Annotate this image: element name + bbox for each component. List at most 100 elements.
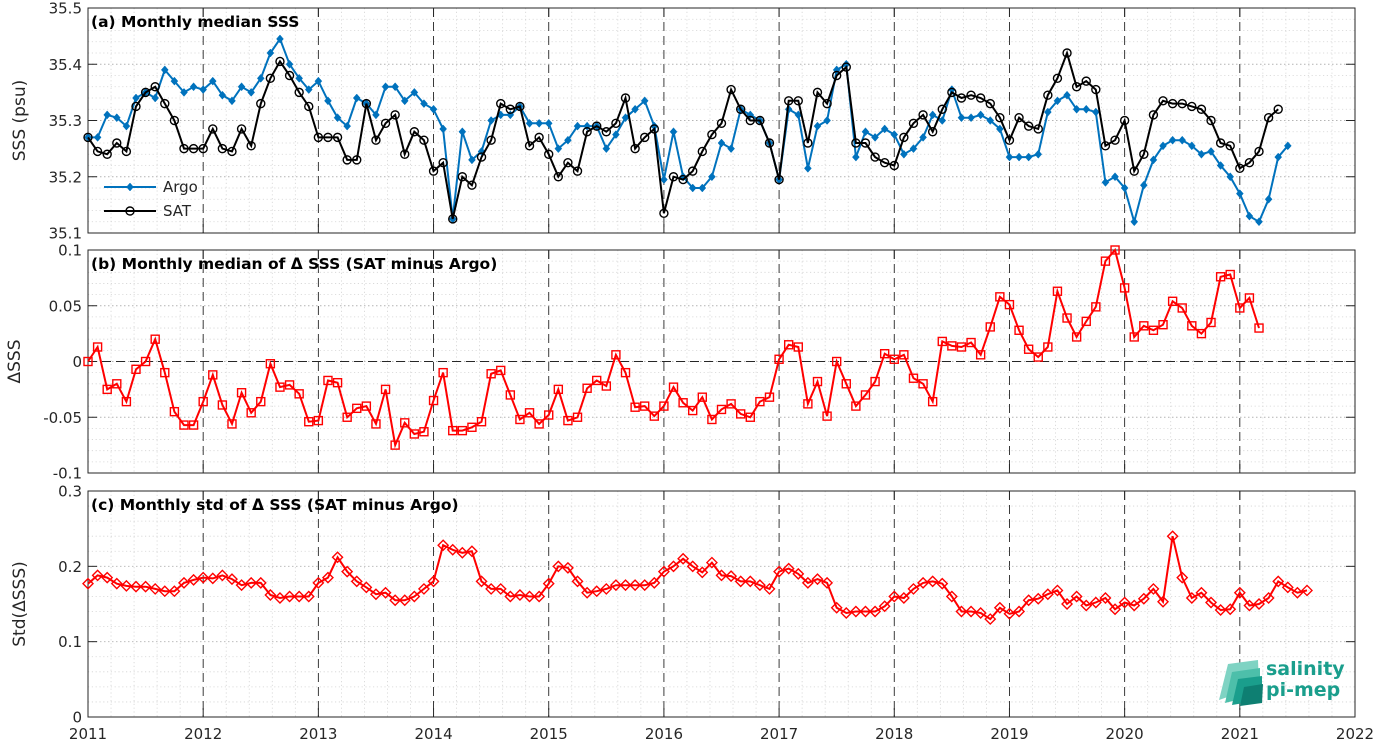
- data-point: [926, 575, 939, 588]
- data-point: [668, 172, 679, 182]
- data-point: [966, 90, 976, 100]
- data-point: [468, 155, 476, 165]
- data-point: [533, 590, 546, 603]
- data-point: [955, 605, 968, 618]
- data-point: [381, 82, 390, 92]
- legend-label: Argo: [163, 178, 198, 196]
- data-point: [927, 127, 938, 137]
- data-point: [803, 399, 813, 409]
- data-point: [821, 576, 834, 589]
- data-point: [1091, 302, 1101, 312]
- data-point: [995, 292, 1005, 302]
- data-point: [150, 334, 160, 344]
- data-point: [947, 341, 957, 351]
- data-point: [1215, 138, 1226, 148]
- data-point: [256, 98, 266, 109]
- y-tick-label: 35.1: [49, 225, 82, 243]
- data-point: [332, 132, 343, 143]
- data-point: [1244, 157, 1255, 168]
- data-point: [823, 116, 831, 125]
- data-point: [1081, 316, 1091, 327]
- data-point: [908, 373, 919, 383]
- data-point: [409, 127, 420, 137]
- data-point: [975, 350, 986, 360]
- data-point: [669, 127, 678, 137]
- data-point: [208, 124, 218, 134]
- data-point: [535, 118, 543, 128]
- data-point: [333, 113, 342, 123]
- data-point: [1100, 141, 1111, 151]
- data-point: [361, 98, 372, 109]
- data-point: [1255, 217, 1263, 227]
- x-tick-label: 2019: [990, 725, 1028, 743]
- legend: Argo SAT: [104, 178, 198, 220]
- data-point: [227, 146, 237, 157]
- data-point: [1013, 605, 1026, 618]
- data-point: [890, 130, 899, 139]
- data-point: [361, 401, 372, 411]
- data-point: [861, 127, 870, 137]
- data-point: [900, 149, 908, 159]
- data-point: [121, 146, 132, 157]
- data-point: [918, 379, 928, 389]
- data-point: [246, 141, 256, 151]
- data-point: [1291, 586, 1304, 599]
- data-point: [698, 183, 707, 193]
- y-tick-label: 0.1: [58, 633, 82, 651]
- data-point: [446, 543, 459, 556]
- data-point: [110, 577, 123, 590]
- data-point: [1071, 332, 1082, 342]
- data-point: [544, 410, 554, 420]
- data-point: [1185, 591, 1198, 604]
- data-point: [197, 571, 210, 584]
- y-tick-label: 35.4: [49, 56, 82, 74]
- data-point: [801, 576, 814, 589]
- data-point: [544, 118, 553, 128]
- data-point: [302, 590, 315, 603]
- data-point: [112, 113, 121, 123]
- data-point: [246, 408, 256, 418]
- data-point: [1187, 141, 1196, 151]
- series-delta-sss: [83, 245, 1264, 450]
- data-point: [1254, 323, 1264, 333]
- panel-title: (a) Monthly median SSS: [91, 13, 299, 31]
- logo-mark-icon: [1219, 660, 1263, 706]
- data-point: [1089, 596, 1102, 609]
- data-point: [225, 573, 238, 586]
- data-point: [870, 376, 880, 387]
- x-tick-label: 2018: [875, 725, 913, 743]
- data-point: [188, 420, 199, 430]
- data-point: [456, 546, 469, 559]
- x-tick-label: 2016: [645, 725, 683, 743]
- data-point: [937, 336, 947, 347]
- data-point: [822, 411, 832, 421]
- data-point: [82, 577, 94, 590]
- data-point: [918, 110, 928, 120]
- data-point: [179, 420, 189, 430]
- data-point: [609, 579, 622, 592]
- data-point: [273, 591, 286, 604]
- x-tick-label: 2011: [69, 725, 107, 743]
- data-point: [371, 135, 381, 145]
- data-point: [764, 392, 775, 402]
- data-point: [878, 600, 891, 613]
- data-point: [1176, 571, 1189, 584]
- data-point: [793, 342, 803, 352]
- data-point: [284, 70, 295, 81]
- data-point: [417, 582, 430, 595]
- data-point: [648, 576, 661, 589]
- data-point: [1233, 586, 1246, 599]
- data-point: [496, 365, 506, 376]
- data-point: [1041, 588, 1054, 601]
- data-point: [380, 384, 391, 395]
- panel-title: (c) Monthly std of Δ SSS (SAT minus Argo…: [91, 496, 459, 514]
- data-point: [1061, 598, 1074, 610]
- data-point: [131, 101, 141, 112]
- data-point: [1301, 584, 1313, 597]
- data-point: [208, 76, 217, 86]
- data-point: [1052, 73, 1063, 84]
- data-point: [909, 144, 918, 154]
- data-point: [1062, 48, 1072, 58]
- data-point: [707, 129, 717, 140]
- data-point: [726, 84, 736, 95]
